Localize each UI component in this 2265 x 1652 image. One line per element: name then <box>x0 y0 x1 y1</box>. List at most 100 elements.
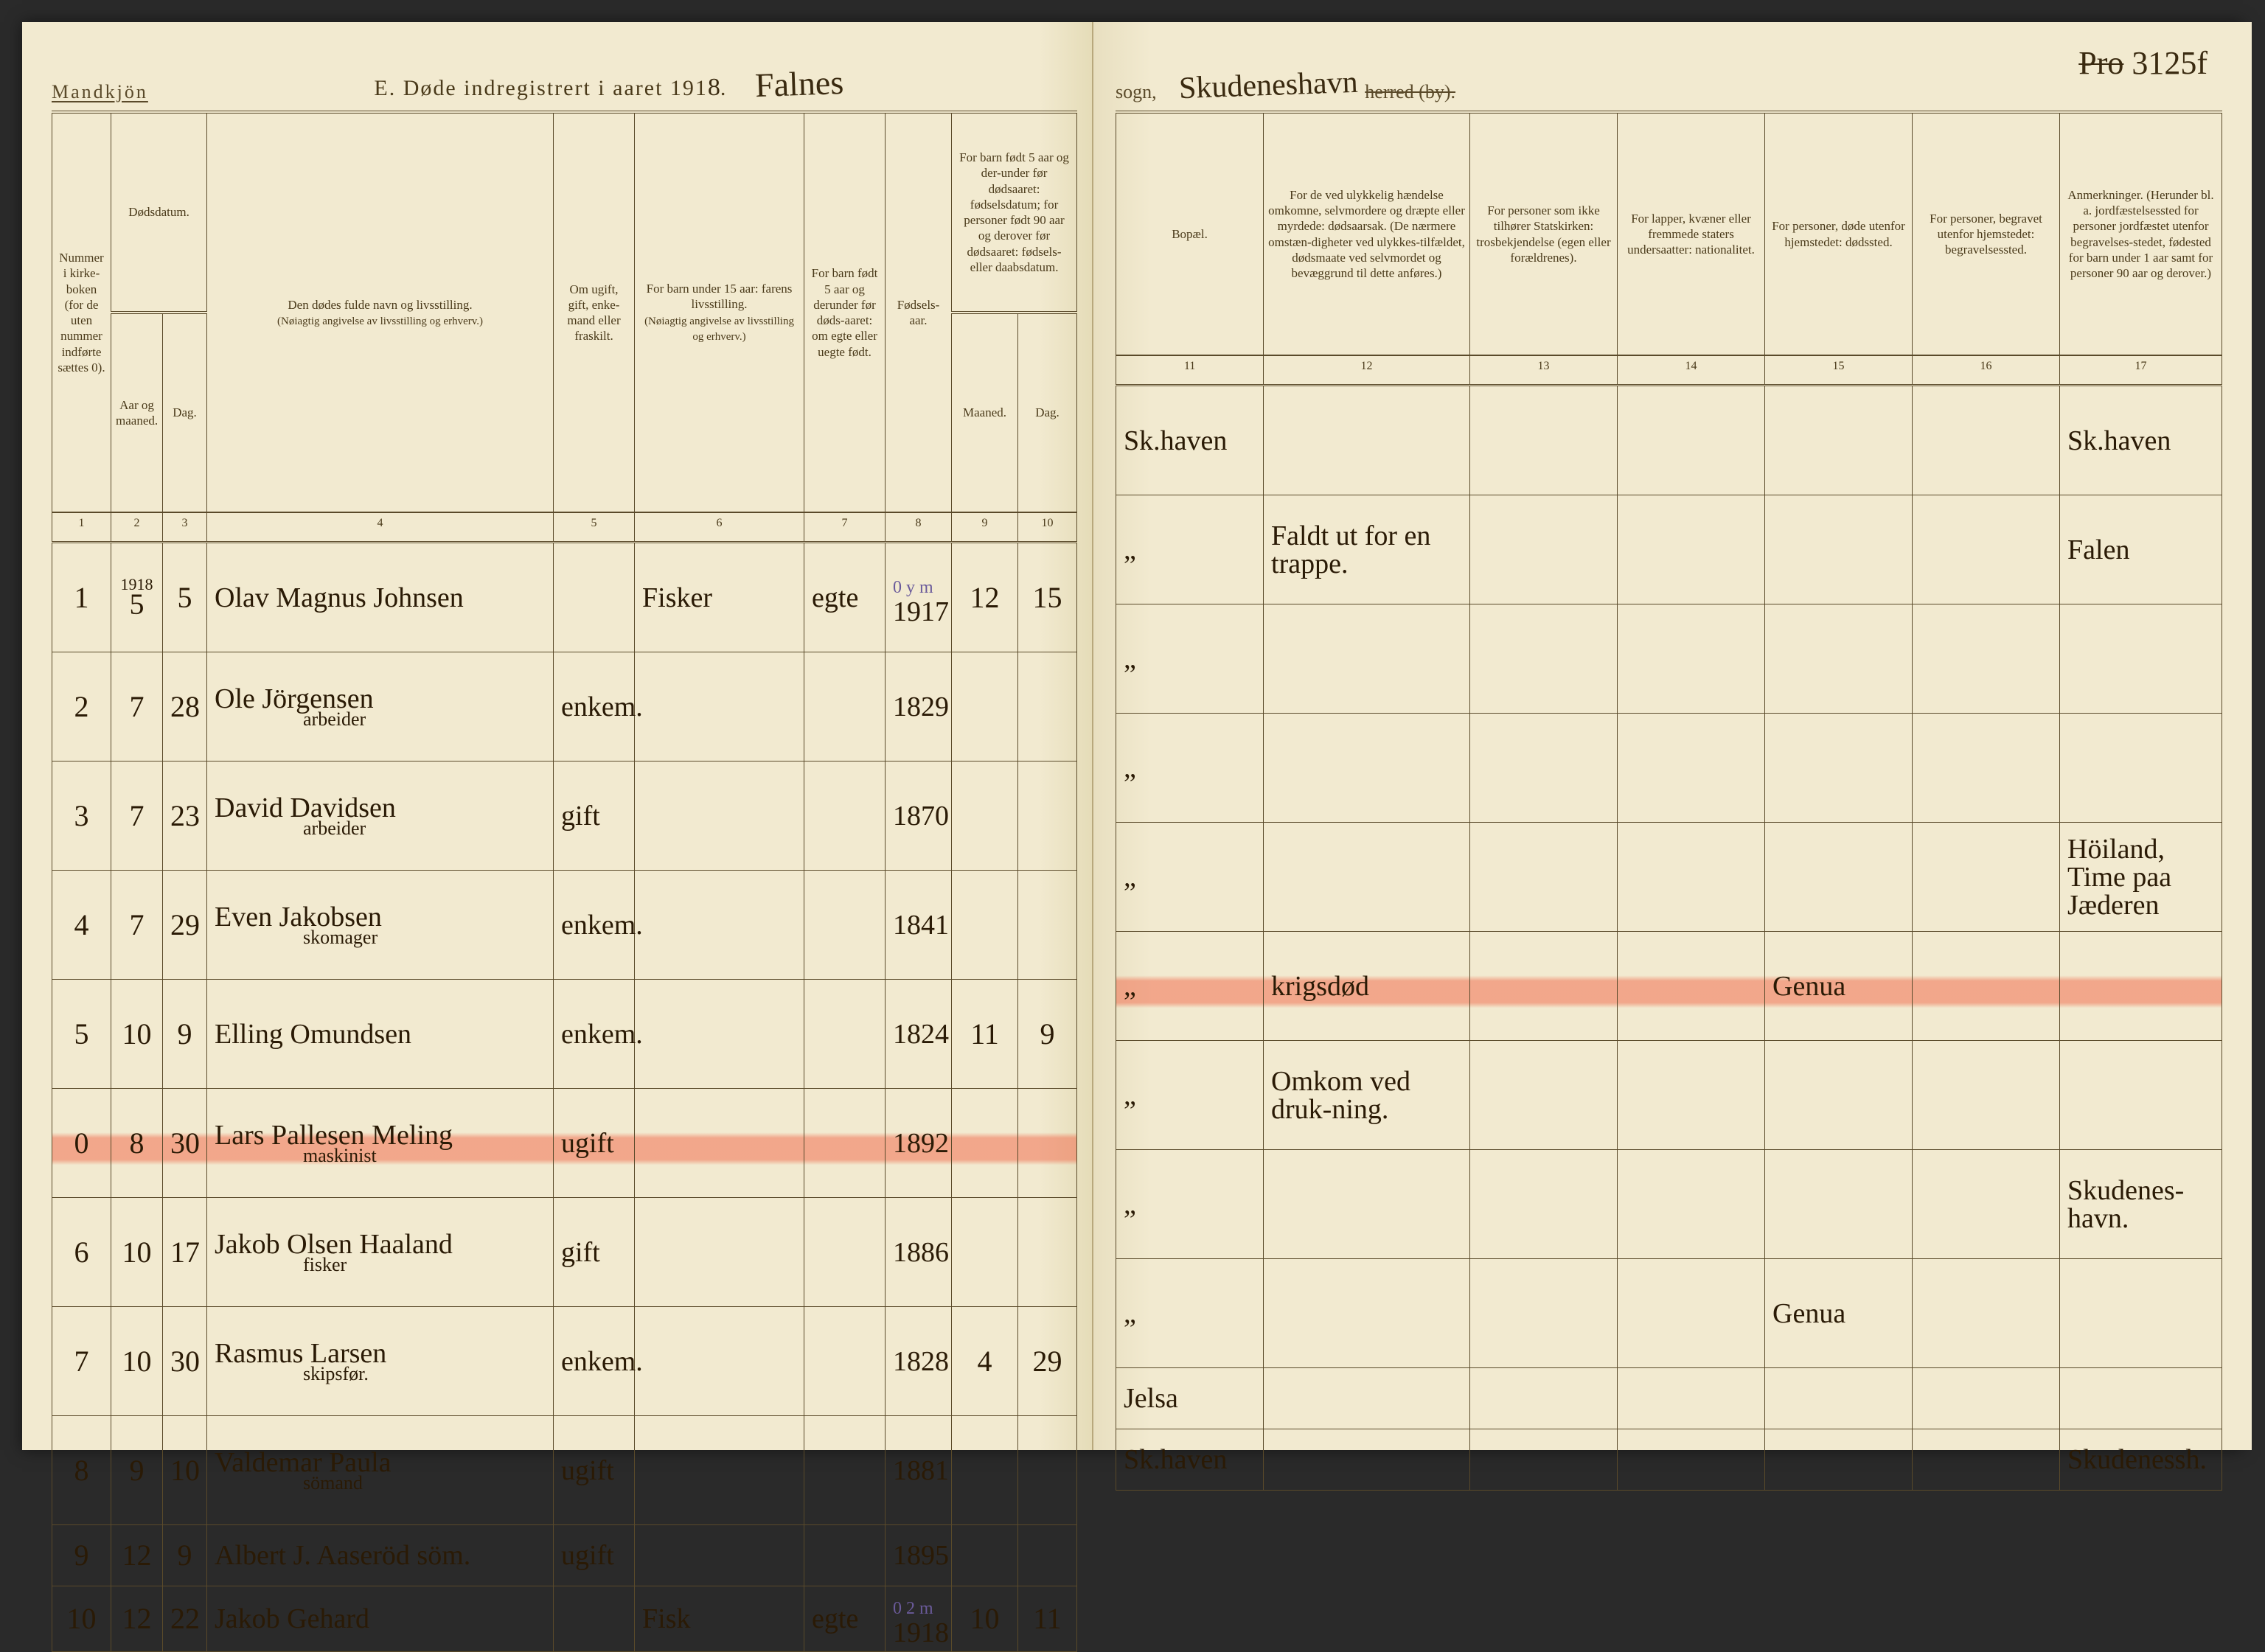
cell-month: 19185 <box>111 543 163 652</box>
cell-dsted <box>1765 1150 1913 1259</box>
cell-day: 29 <box>163 871 207 980</box>
cell-bsted <box>1913 1368 2060 1429</box>
cell-father <box>635 1416 804 1525</box>
cell-status: enkem. <box>554 1307 635 1416</box>
title-year: 8 <box>708 74 720 102</box>
cell-egte <box>804 1089 886 1198</box>
cell-day: 9 <box>163 1525 207 1586</box>
cell-dsted <box>1765 1429 1913 1491</box>
cell-cause <box>1264 1368 1470 1429</box>
cell-birthmonth: 4 <box>952 1307 1018 1416</box>
cell-bsted <box>1913 823 2060 932</box>
table-row: „Faldt ut for en trappe.Falen <box>1116 495 2222 604</box>
cell-birthmonth <box>952 1416 1018 1525</box>
cell-birthmonth <box>952 871 1018 980</box>
cell-nat <box>1618 1429 1765 1491</box>
colnum-row-left: 1 2 3 4 5 6 7 8 9 10 <box>52 512 1077 543</box>
herred-label: herred (by). <box>1365 81 1455 103</box>
cell-status: gift <box>554 761 635 871</box>
cell-name: Albert J. Aaseröd söm. <box>207 1525 554 1586</box>
col-9b-header: Dag. <box>1018 313 1077 512</box>
col-4-header: Den dødes fulde navn og livsstilling. (N… <box>207 112 554 512</box>
cell-cause: krigsdød <box>1264 932 1470 1041</box>
cell-no: 6 <box>52 1198 111 1307</box>
cell-anm <box>2060 604 2222 714</box>
cell-no: 10 <box>52 1586 111 1652</box>
cell-egte <box>804 1307 886 1416</box>
cell-nat <box>1618 1150 1765 1259</box>
table-row: 8910Valdemar Paulasömandugift1881 <box>52 1416 1077 1525</box>
cell-dsted <box>1765 495 1913 604</box>
table-row: 1191855Olav Magnus JohnsenFiskeregte0 y … <box>52 543 1077 652</box>
cell-birthmonth <box>952 652 1018 761</box>
colnum: 4 <box>207 512 554 543</box>
table-row: 5109Elling Omundsenenkem.1824119 <box>52 980 1077 1089</box>
table-row: 4729Even Jakobsenskomagerenkem.1841 <box>52 871 1077 980</box>
cell-bopel: Sk.haven <box>1116 386 1264 495</box>
colnum: 7 <box>804 512 886 543</box>
cell-name: Olav Magnus Johnsen <box>207 543 554 652</box>
cell-bopel: „ <box>1116 932 1264 1041</box>
cell-bsted <box>1913 386 2060 495</box>
cell-no: 1 <box>52 543 111 652</box>
register-table-left: Nummer i kirke-boken (for de uten nummer… <box>52 111 1077 1652</box>
cell-birthday <box>1018 652 1077 761</box>
cell-anm <box>2060 1259 2222 1368</box>
cell-father <box>635 761 804 871</box>
colnum: 5 <box>554 512 635 543</box>
cell-no: 0 <box>52 1089 111 1198</box>
cell-nat <box>1618 604 1765 714</box>
cell-month: 7 <box>111 761 163 871</box>
thead-right: Bopæl. For de ved ulykkelig hændelse omk… <box>1116 112 2222 386</box>
cell-day: 9 <box>163 980 207 1089</box>
col-4-main: Den dødes fulde navn og livsstilling. <box>288 298 472 312</box>
table-row: 2728Ole Jörgensenarbeiderenkem.1829 <box>52 652 1077 761</box>
cell-anm: Falen <box>2060 495 2222 604</box>
cell-day: 30 <box>163 1307 207 1416</box>
left-leaf: Mandkjön E. Døde indregistrert i aaret 1… <box>22 22 1093 1450</box>
colnum: 16 <box>1913 355 2060 386</box>
cell-egte <box>804 871 886 980</box>
cell-dsted <box>1765 714 1913 823</box>
col-2-header: Dødsdatum. <box>111 112 207 313</box>
cell-bopel: Sk.haven <box>1116 1429 1264 1491</box>
col-5-header: Om ugift, gift, enke-mand eller fraskilt… <box>554 112 635 512</box>
cell-birthyear: 1892 <box>886 1089 952 1198</box>
cell-nat <box>1618 1259 1765 1368</box>
cell-dsted: Genua <box>1765 1259 1913 1368</box>
cell-no: 9 <box>52 1525 111 1586</box>
cell-father <box>635 871 804 980</box>
cell-name: David Davidsenarbeider <box>207 761 554 871</box>
colnum: 8 <box>886 512 952 543</box>
cell-birthmonth <box>952 761 1018 871</box>
cell-father: Fisker <box>635 543 804 652</box>
col-9a-header: Maaned. <box>952 313 1018 512</box>
cell-dsted <box>1765 823 1913 932</box>
table-row: „Genua <box>1116 1259 2222 1368</box>
cell-no: 8 <box>52 1416 111 1525</box>
cell-nat <box>1618 932 1765 1041</box>
cell-bopel: Jelsa <box>1116 1368 1264 1429</box>
cell-tros <box>1470 1150 1618 1259</box>
cell-birthday: 9 <box>1018 980 1077 1089</box>
cell-bsted <box>1913 1041 2060 1150</box>
cell-dsted <box>1765 386 1913 495</box>
table-row: „Skudenes-havn. <box>1116 1150 2222 1259</box>
cell-name: Lars Pallesen Melingmaskinist <box>207 1089 554 1198</box>
cell-egte <box>804 1525 886 1586</box>
cell-cause <box>1264 714 1470 823</box>
table-row: „ <box>1116 604 2222 714</box>
thead-left: Nummer i kirke-boken (for de uten nummer… <box>52 112 1077 543</box>
cell-birthyear: 0 y m1917 <box>886 543 952 652</box>
colnum: 2 <box>111 512 163 543</box>
cell-bsted <box>1913 604 2060 714</box>
table-row: „ <box>1116 714 2222 823</box>
col-16-header: For personer, begravet utenfor hjemstede… <box>1913 112 2060 355</box>
table-row: Sk.havenSkudenessh. <box>1116 1429 2222 1491</box>
table-row: „Omkom ved druk-ning. <box>1116 1041 2222 1150</box>
cell-birthday <box>1018 1525 1077 1586</box>
cell-name: Valdemar Paulasömand <box>207 1416 554 1525</box>
page-num-struck: Pro <box>2078 45 2123 81</box>
cell-nat <box>1618 1041 1765 1150</box>
col-4-sub: (Nøiagtig angivelse av livsstilling og e… <box>277 316 483 327</box>
